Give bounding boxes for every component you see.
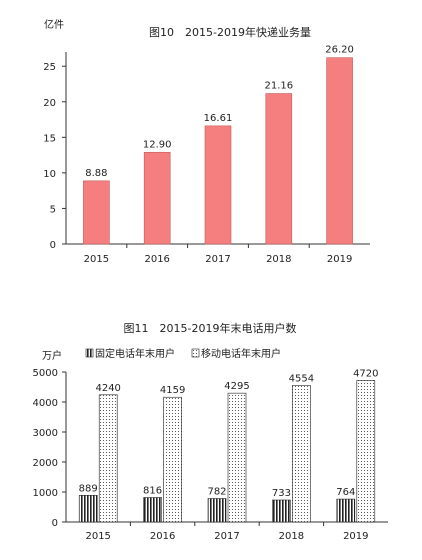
chart2-title: 图11 2015-2019年末电话用户数: [124, 321, 297, 335]
chart2-data-label-fixed: 782: [207, 487, 226, 498]
express-volume-chart: 图10 2015-2019年快递业务量 亿件 0 5 10 15 20 25 2015 201…: [43, 18, 370, 265]
chart2-bar-mobile: [292, 385, 311, 523]
chart1-y-tick-label: 20: [43, 98, 56, 109]
chart1-y-tick-label: 10: [43, 169, 56, 180]
chart2-bar-mobile: [163, 396, 182, 523]
chart2-bars: 889 4240 816 4159 782 4295 733 4554 764 4720: [78, 368, 379, 523]
chart2-y-tick-label: 4000: [33, 398, 58, 409]
chart1-data-label: 8.88: [85, 168, 107, 179]
chart1-data-label: 12.90: [143, 139, 172, 150]
chart2-bar-fixed: [272, 499, 291, 523]
chart1-bar: [204, 125, 232, 245]
chart2-y-tick-label: 2000: [33, 458, 58, 469]
legend-label-fixed: 固定电话年末用户: [95, 347, 175, 360]
chart2-bar-fixed: [78, 495, 98, 523]
chart2-bar-fixed: [207, 498, 227, 523]
chart1-y-tick-label: 25: [43, 62, 56, 73]
chart1-x-tick-label: 2019: [327, 254, 352, 265]
chart1-bar: [326, 57, 353, 245]
chart1-title: 图10 2015-2019年快递业务量: [149, 25, 311, 39]
chart1-data-label: 26.20: [325, 45, 354, 56]
chart1-x-tick-label: 2016: [144, 254, 169, 265]
chart1-bar: [83, 180, 110, 245]
chart1-x-tick-label: 2018: [266, 254, 291, 265]
chart1-bars: 8.88 12.90 16.61 21.16 26.20: [83, 45, 354, 245]
chart2-data-label-fixed: 816: [143, 486, 162, 497]
chart2-data-label-fixed: 764: [336, 487, 355, 498]
chart2-axes: 0 1000 2000 3000 4000 5000 2015 2016 2017 2018 201…: [33, 368, 388, 542]
chart2-data-label-mobile: 4295: [224, 381, 249, 392]
chart2-legend: 固定电话年末用户 移动电话年末用户: [85, 347, 281, 360]
chart2-x-tick-label: 2018: [279, 531, 304, 542]
chart1-axes: 0 5 10 15 20 25 2015 2016 2017 2018 2019: [43, 52, 370, 265]
legend-swatch-fixed: [85, 348, 94, 358]
chart1-data-label: 21.16: [264, 81, 293, 92]
chart2-x-tick-label: 2017: [214, 531, 239, 542]
chart2-y-tick-label: 5000: [33, 368, 58, 379]
chart2-x-tick-label: 2016: [150, 531, 175, 542]
chart1-bar: [265, 93, 293, 245]
chart2-bar-mobile: [227, 392, 247, 523]
chart2-x-tick-label: 2015: [85, 531, 110, 542]
chart2-bar-mobile: [356, 380, 376, 523]
chart2-y-tick-label: 3000: [33, 428, 58, 439]
chart1-x-tick-label: 2015: [84, 254, 109, 265]
chart2-y-tick-label: 0: [52, 518, 58, 529]
chart2-bar-fixed: [336, 498, 356, 523]
chart1-y-tick-label: 5: [50, 204, 56, 215]
chart2-y-tick-label: 1000: [33, 488, 58, 499]
chart2-bar-fixed: [143, 497, 162, 523]
legend-label-mobile: 移动电话年末用户: [201, 347, 281, 360]
chart2-data-label-mobile: 4159: [160, 385, 185, 396]
chart1-y-tick-label: 15: [43, 133, 56, 144]
chart2-data-label-fixed: 889: [79, 483, 98, 494]
chart1-x-tick-label: 2017: [205, 254, 230, 265]
chart2-data-label-mobile: 4554: [289, 373, 314, 384]
chart2-bar-mobile: [98, 394, 118, 523]
chart2-x-tick-label: 2019: [343, 531, 368, 542]
chart2-data-label-mobile: 4720: [353, 368, 378, 379]
phone-users-chart: 图11 2015-2019年末电话用户数 万户 固定电话年末用户 移动电话年末用…: [33, 321, 388, 542]
chart2-data-label-mobile: 4240: [95, 383, 120, 394]
chart2-y-unit: 万户: [42, 349, 62, 362]
chart1-y-tick-label: 0: [50, 240, 56, 251]
chart1-data-label: 16.61: [204, 113, 233, 124]
chart2-data-label-fixed: 733: [272, 488, 291, 499]
legend-swatch-mobile: [191, 348, 200, 358]
chart1-bar: [143, 151, 171, 245]
chart1-y-unit: 亿件: [44, 18, 64, 31]
